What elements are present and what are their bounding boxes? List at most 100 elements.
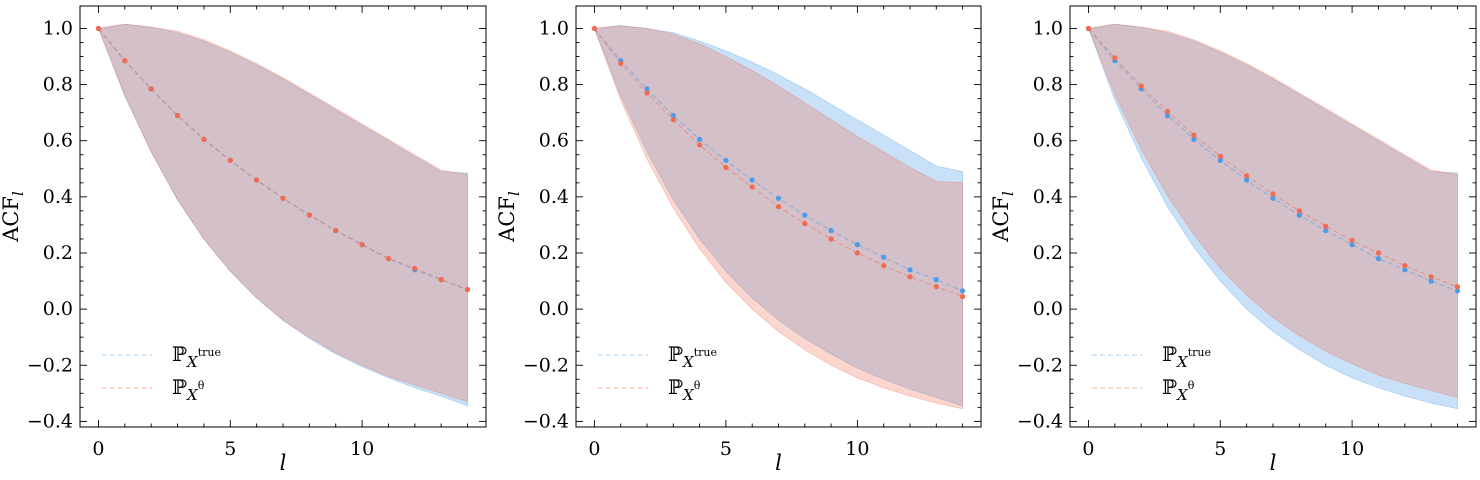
data-point-theta (933, 284, 939, 290)
data-point-theta (1217, 153, 1223, 159)
data-point-true (1164, 112, 1171, 119)
x-tick-label: 0 (92, 438, 104, 460)
confidence-band-theta (97, 23, 468, 403)
y-tick-label: 0.4 (43, 186, 73, 208)
data-point-theta (174, 112, 181, 119)
x-tick-label: 10 (845, 438, 869, 460)
y-tick-label: 0.2 (539, 242, 569, 264)
data-point-true (881, 254, 887, 260)
data-point-true (644, 86, 650, 92)
y-axis-label: ACFl (989, 191, 1017, 243)
data-point-true (670, 112, 676, 119)
legend-label-true: ℙXtrue (668, 342, 717, 371)
data-point-theta (1270, 191, 1276, 197)
data-point-true (960, 288, 966, 294)
data-point-true (1323, 227, 1329, 234)
data-point-theta (122, 58, 128, 64)
data-point-theta (775, 204, 782, 210)
y-axis-label: ACFl (0, 191, 27, 243)
x-tick-label: 5 (720, 438, 732, 460)
data-point-theta (359, 242, 365, 248)
data-point-theta (644, 90, 650, 96)
data-point-true (933, 277, 939, 283)
acf-panel-right: 0 5 10 −0.4 −0.2 0.0 0.2 0.4 0.6 0.8 1.0 l ACFl ℙXtru… (989, 5, 1477, 475)
data-point-theta (723, 164, 729, 170)
legend-label-theta: ℙXθ (172, 375, 205, 404)
y-tick-label: −0.4 (523, 410, 569, 432)
data-point-true (1349, 242, 1355, 248)
y-tick-label: 0.8 (1033, 74, 1063, 96)
data-point-theta (854, 250, 861, 256)
data-point-theta (201, 136, 207, 142)
data-point-theta (254, 177, 260, 183)
x-tick-label: 5 (1214, 438, 1226, 460)
x-tick-label: 5 (224, 438, 236, 460)
y-tick-label: 0.4 (1033, 186, 1063, 208)
confidence-band-theta (1087, 23, 1458, 399)
legend-label-true: ℙXtrue (172, 342, 221, 371)
data-point-true (723, 157, 729, 163)
y-tick-label: 0.2 (1033, 242, 1063, 264)
legend-label-theta: ℙXθ (668, 375, 701, 404)
data-point-theta (881, 263, 887, 269)
data-point-true (697, 136, 703, 142)
data-point-true (1428, 278, 1434, 284)
data-point-theta (670, 117, 676, 123)
y-tick-label: 1.0 (1033, 17, 1063, 39)
data-point-true (1375, 256, 1382, 262)
acf-panel-left: 0 5 10 −0.4 −0.2 0.0 0.2 0.4 0.6 0.8 1.0 l ACFl ℙXtru… (0, 5, 487, 475)
data-point-theta (385, 256, 392, 262)
data-point-true (775, 195, 782, 201)
data-point-theta (1402, 263, 1408, 269)
data-point-theta (280, 195, 286, 201)
data-point-theta (749, 184, 755, 190)
y-tick-label: 1.0 (539, 17, 569, 39)
data-point-theta (333, 227, 339, 234)
data-point-true (1296, 212, 1302, 218)
data-point-true (1454, 288, 1461, 294)
data-point-theta (1112, 55, 1118, 61)
x-axis-label: l (1270, 451, 1277, 475)
data-point-true (828, 227, 834, 234)
y-tick-label: −0.2 (1017, 354, 1063, 376)
y-tick-label: −0.2 (27, 354, 73, 376)
y-tick-label: −0.4 (1017, 410, 1063, 432)
y-tick-label: 0.0 (1033, 298, 1063, 320)
data-point-theta (227, 157, 233, 163)
data-point-theta (95, 25, 102, 32)
data-point-theta (802, 220, 808, 227)
data-point-theta (618, 60, 624, 67)
legend-label-theta: ℙXθ (1162, 375, 1195, 404)
data-point-theta (1191, 132, 1197, 138)
y-tick-label: 0.6 (43, 130, 73, 152)
data-point-theta (1244, 173, 1250, 179)
y-tick-label: 0.0 (43, 298, 73, 320)
data-point-true (802, 212, 808, 218)
x-tick-label: 0 (1082, 438, 1094, 460)
data-point-theta (1085, 25, 1092, 32)
data-point-theta (591, 25, 598, 32)
y-tick-label: 0.2 (43, 242, 73, 264)
data-point-theta (907, 274, 913, 280)
data-point-theta (1375, 250, 1382, 256)
data-point-theta (1428, 274, 1434, 280)
data-point-true (1402, 267, 1408, 273)
data-point-true (749, 177, 755, 183)
legend-label-true: ℙXtrue (1162, 342, 1211, 371)
x-tick-label: 10 (1340, 438, 1364, 460)
x-tick-label: 10 (350, 438, 374, 460)
data-point-theta (306, 212, 312, 218)
data-point-true (1217, 157, 1223, 163)
data-point-theta (438, 277, 444, 283)
data-point-theta (697, 142, 703, 148)
y-tick-label: 0.8 (43, 74, 73, 96)
data-point-theta (1349, 237, 1355, 243)
data-point-theta (828, 236, 834, 242)
y-tick-label: 0.6 (1033, 130, 1063, 152)
data-point-theta (1296, 208, 1302, 214)
data-point-theta (960, 293, 966, 300)
x-tick-label: 0 (588, 438, 600, 460)
data-point-theta (412, 265, 418, 271)
data-point-theta (1138, 83, 1144, 89)
data-point-true (907, 267, 913, 273)
